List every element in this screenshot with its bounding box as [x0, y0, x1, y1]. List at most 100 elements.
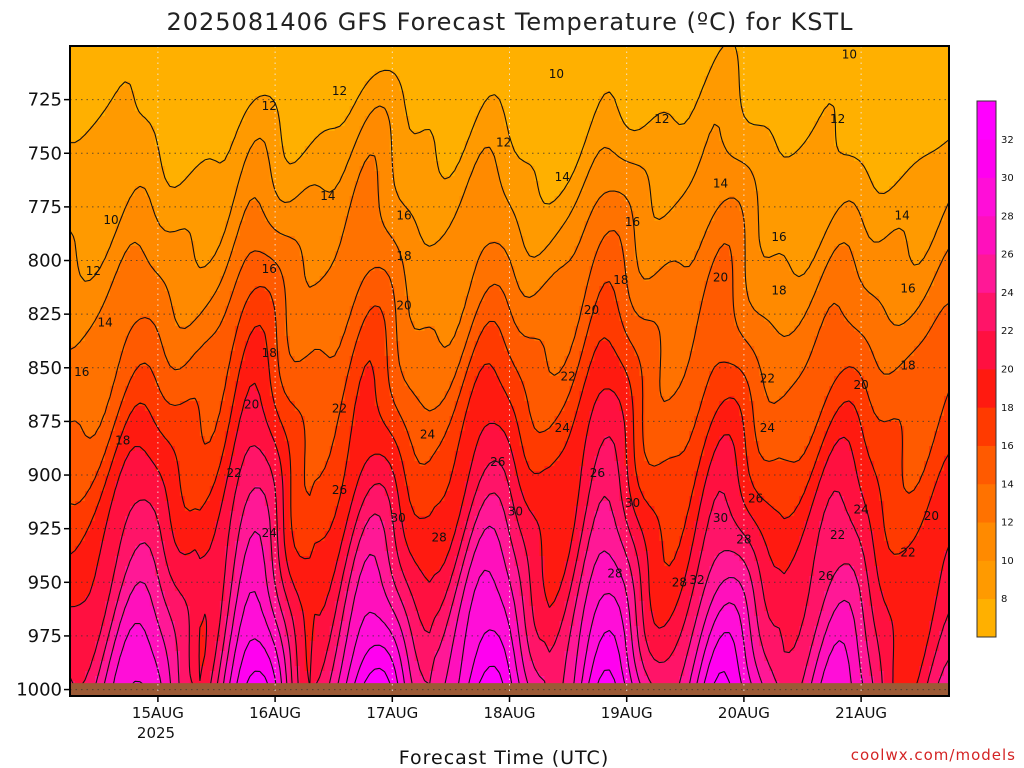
temperature-cell: [544, 206, 551, 247]
temperature-cell: [744, 566, 750, 607]
temperature-cell: [329, 581, 336, 627]
temperature-cell: [704, 531, 710, 582]
temperature-cell: [379, 271, 386, 312]
temperature-cell: [529, 296, 536, 337]
temperature-cell: [474, 116, 481, 162]
temperature-cell: [264, 96, 271, 152]
temperature-cell: [784, 651, 790, 696]
temperature-cell: [454, 331, 461, 372]
temperature-cell: [744, 166, 750, 292]
temperature-cell: [119, 86, 126, 217]
temperature-cell: [569, 346, 576, 387]
temperature-cell: [189, 241, 196, 322]
temperature-cell: [149, 506, 156, 557]
temperature-cell: [519, 656, 526, 696]
temperature-cell: [934, 596, 940, 652]
temperature-cell: [864, 511, 870, 572]
temperature-cell: [619, 366, 625, 412]
temperature-cell: [104, 641, 111, 672]
temperature-cell: [189, 46, 196, 172]
temperature-cell: [369, 156, 376, 272]
temperature-cell: [244, 601, 251, 647]
temperature-cell: [859, 491, 865, 547]
temperature-cell: [509, 591, 516, 642]
temperature-cell: [504, 616, 511, 662]
temperature-cell: [404, 546, 411, 582]
temperature-cell: [314, 281, 321, 352]
temperature-cell: [239, 221, 246, 267]
temperature-cell: [664, 461, 670, 567]
temperature-cell: [229, 406, 236, 457]
temperature-cell: [624, 556, 630, 597]
temperature-cell: [84, 46, 91, 132]
temperature-cell: [789, 331, 795, 387]
temperature-cell: [274, 351, 281, 412]
temperature-cell: [269, 46, 276, 102]
temperature-cell: [464, 296, 471, 342]
temperature-cell: [134, 321, 141, 367]
temperature-cell: [569, 426, 576, 542]
temperature-cell: [454, 556, 461, 587]
temperature-cell: [874, 191, 880, 242]
temperature-cell: [589, 576, 595, 627]
temperature-cell: [509, 361, 516, 407]
temperature-cell: [614, 46, 620, 107]
temperature-cell: [409, 46, 416, 132]
temperature-cell: [579, 466, 586, 532]
temperature-cell: [194, 551, 201, 696]
temperature-cell: [509, 546, 516, 592]
credit-link[interactable]: coolwx.com/models: [851, 746, 1016, 764]
temperature-cell: [859, 46, 865, 162]
temperature-cell: [124, 566, 131, 602]
contour-label: 26: [818, 569, 833, 583]
temperature-cell: [589, 481, 595, 532]
temperature-cell: [799, 536, 805, 627]
temperature-cell: [149, 461, 156, 507]
temperature-cell: [269, 396, 276, 437]
temperature-cell: [584, 436, 590, 507]
temperature-cell: [614, 301, 620, 357]
temperature-cell: [409, 596, 416, 637]
temperature-cell: [284, 561, 291, 602]
temperature-cell: [719, 436, 725, 492]
contour-label: 24: [262, 526, 277, 540]
temperature-cell: [744, 511, 750, 537]
temperature-cell: [364, 276, 371, 317]
temperature-cell: [239, 121, 246, 172]
temperature-cell: [389, 286, 396, 397]
temperature-cell: [244, 646, 251, 682]
temperature-cell: [599, 96, 605, 152]
temperature-cell: [299, 156, 306, 192]
temperature-cell: [609, 46, 615, 97]
temperature-cell: [749, 46, 755, 127]
temperature-cell: [199, 161, 206, 267]
y-tick-label: 825: [28, 304, 62, 325]
temperature-cell: [254, 251, 261, 287]
temperature-cell: [594, 456, 600, 512]
temperature-cell: [259, 211, 266, 252]
temperature-cell: [374, 71, 381, 107]
temperature-cell: [494, 536, 501, 592]
temperature-cell: [519, 381, 526, 447]
contour-label: 20: [924, 509, 939, 523]
temperature-cell: [229, 291, 236, 352]
contour-label: 24: [420, 427, 435, 441]
temperature-cell: [824, 591, 830, 632]
temperature-cell: [309, 641, 316, 696]
temperature-cell: [464, 411, 471, 482]
temperature-cell: [399, 571, 406, 602]
temperature-cell: [514, 326, 521, 372]
temperature-cell: [389, 636, 396, 662]
temperature-cell: [244, 156, 251, 207]
temperature-cell: [129, 556, 136, 592]
temperature-cell: [149, 126, 156, 207]
temperature-cell: [854, 371, 860, 412]
temperature-cell: [924, 646, 930, 687]
temperature-cell: [589, 411, 595, 482]
colorbar-label: 12: [1001, 518, 1014, 529]
temperature-cell: [119, 261, 126, 352]
temperature-cell: [214, 521, 221, 642]
temperature-cell: [439, 641, 446, 696]
temperature-cell: [849, 611, 855, 687]
temperature-cell: [379, 46, 386, 72]
